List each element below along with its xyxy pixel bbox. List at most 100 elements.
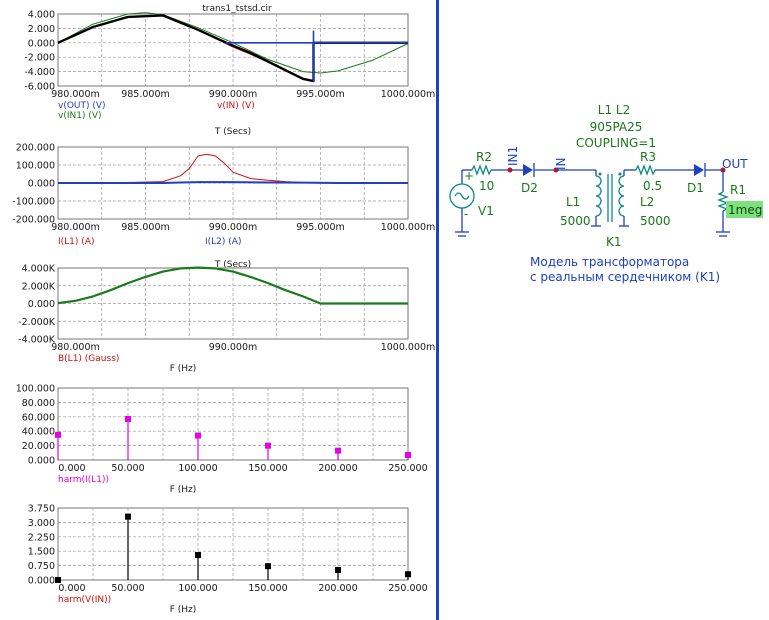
node-in-label: IN [554,157,568,170]
harmonic-point [405,451,411,458]
y-tick-label: 20.000 [22,441,55,452]
coupling-label-1: L1 L2 [598,103,630,117]
caption-line-2: с реальным сердечником (K1) [530,270,720,284]
y-tick-label: 100.000 [16,161,55,172]
x-tick-label: 985.000m [121,89,170,100]
x-tick-label: 150.000 [248,463,287,474]
x-tick-label: 250.000 [388,583,427,594]
panel-divider [436,0,439,620]
l1-value: 5000 [560,214,591,228]
y-tick-label: 0.750 [28,561,55,572]
window-title: trans1_tstsd.cir [202,4,272,14]
x-tick-label: 990.000m [209,342,258,353]
k1-label: K1 [606,235,622,249]
x-axis-label: F (Hz) [170,605,197,615]
series-line [57,266,408,305]
y-tick-label: 0.000 [28,576,55,587]
x-axis-label: T (Secs) [214,127,251,137]
harmonic-point [195,552,201,559]
x-tick-label: 980.000m [51,89,100,100]
l1-label: L1 [566,195,580,209]
y-tick-label: -100.000 [12,197,55,208]
coupling-label-3: COUPLING=1 [576,136,656,150]
r1-value-highlight [726,201,763,218]
x-tick-label: 990.000m [209,222,258,233]
y-tick-label: 0.000 [28,179,55,190]
y-tick-label: -2.000 [24,53,55,64]
node-in1-label: IN1 [506,146,520,166]
y-tick-label: 2.250 [28,532,55,543]
harmonic-point [265,442,271,449]
y-tick-label: 2.000 [28,24,55,35]
x-tick-label: 50.000 [111,463,144,474]
series-line [57,14,408,83]
y-tick-label: -6.000 [24,82,55,93]
harmonic-point [195,432,201,439]
voltage-source-v1[interactable] [449,170,475,237]
transformer-k1[interactable] [556,169,629,227]
y-tick-label: 3.750 [28,504,55,515]
x-tick-label: 980.000m [51,222,100,233]
y-tick-label: 4.000 [28,10,55,21]
analysis-plots: trans1_tstsd.cir 4.000 2.000 0.000 -2.000 -4… [12,4,436,615]
trace-name-harm_i: harm(I(L1)) [58,475,109,485]
y-tick-label: -200.000 [12,215,55,226]
y-tick-label: 2.000K [22,281,56,292]
resistor-r2[interactable] [462,164,510,176]
r1-label: R1 [730,183,746,197]
y-tick-label: 4.000K [22,264,56,275]
resistor-r1[interactable] [716,170,730,237]
r2-value: 10 [479,179,494,193]
v1-label: V1 [478,204,494,218]
trace-name-current: I(L1) (A) [58,237,94,247]
resistor-r3[interactable] [624,164,694,176]
x-tick-label: 995.000m [296,89,345,100]
x-tick-label: 100.000 [178,583,217,594]
y-tick-label: 100.000 [16,384,55,395]
trace-name-harm_v: harm(V(IN)) [58,595,111,605]
v1-minus-sign: - [464,207,468,221]
trace-name-voltage: v(IN) (V) [217,101,255,111]
harmonic-point [335,567,341,574]
coupling-label-2: 905PA25 [590,120,643,134]
x-tick-label: 200.000 [318,583,357,594]
r3-value: 0.5 [643,179,662,193]
diode-d2[interactable] [510,163,556,177]
y-tick-label: 60.000 [22,412,55,423]
x-tick-label: 150.000 [248,583,287,594]
x-tick-label: 1000.000m [381,89,436,100]
schematic-panel: L1 L2 905PA25 COUPLING=1 + - V1 R2 10 IN… [449,103,763,284]
node-out-label: OUT [722,157,748,171]
trace-name-voltage: v(IN1) (V) [58,111,102,121]
l2-value: 5000 [640,214,671,228]
y-tick-label: -4.000K [18,335,56,346]
harmonic-point [55,577,61,583]
x-tick-label: 980.000m [51,342,100,353]
x-axis-label: T (Secs) [214,260,251,270]
l2-label: L2 [640,195,654,209]
harmonic-point [55,431,61,438]
r1-value: 1meg [728,203,762,217]
y-tick-label: 0.000 [28,456,55,467]
caption-line-1: Модель трансформатора [530,255,689,269]
harmonic-point [125,513,131,520]
y-tick-label: 0.000 [28,38,55,49]
x-tick-label: 250.000 [388,463,427,474]
x-tick-label: 0.000 [58,463,85,474]
harmonic-point [335,447,341,454]
x-axis-label: F (Hz) [170,485,197,495]
x-tick-label: 1000.000m [381,342,436,353]
y-tick-label: 1.500 [28,547,55,558]
x-tick-label: 990.000m [209,89,258,100]
harmonic-point [125,415,131,422]
y-tick-label: 3.000 [28,518,55,529]
y-tick-label: 80.000 [22,398,55,409]
x-axis-label: F (Hz) [170,364,197,374]
y-tick-label: 0.000 [28,299,55,310]
y-tick-label: -4.000 [24,67,55,78]
x-tick-label: 1000.000m [381,222,436,233]
series-line [58,181,408,184]
x-tick-label: 200.000 [318,463,357,474]
diode-d1[interactable] [694,163,723,177]
trace-name-current: I(L2) (A) [205,237,241,247]
